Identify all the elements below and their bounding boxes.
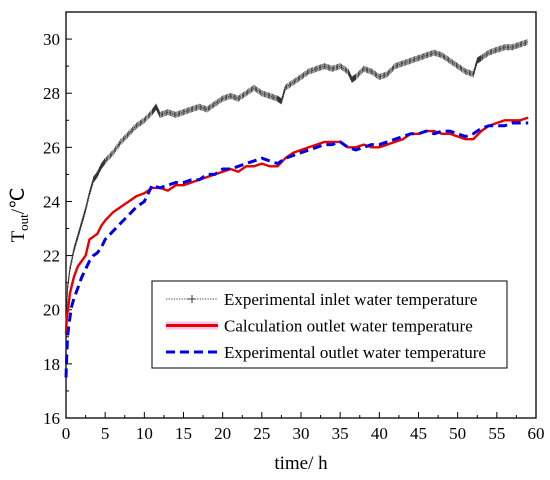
legend-label-1: Experimental inlet water temperature bbox=[224, 290, 477, 309]
y-tick-label: 28 bbox=[43, 84, 60, 103]
series-line-3 bbox=[64, 121, 529, 378]
legend: Experimental inlet water temperature Calc… bbox=[151, 280, 508, 369]
x-tick-label: 20 bbox=[214, 424, 231, 443]
legend-label-2: Calculation outlet water temperature bbox=[224, 317, 473, 336]
y-tick-label: 24 bbox=[43, 192, 61, 211]
x-tick-label: 5 bbox=[101, 424, 110, 443]
y-axis-title: Tout/℃ bbox=[8, 188, 31, 243]
y-tick-label: 22 bbox=[43, 247, 60, 266]
y-tick-label: 16 bbox=[43, 409, 60, 428]
x-tick-label: 10 bbox=[136, 424, 153, 443]
series-lines bbox=[64, 39, 529, 378]
x-tick-label: 25 bbox=[253, 424, 270, 443]
y-axis-title-main: T bbox=[8, 230, 29, 242]
x-tick-label: 40 bbox=[371, 424, 388, 443]
axis-ticks: 0 5 10 15 20 25 30 35 40 45 50 55 60 16 18 20 22 24 26 28 30 bbox=[43, 11, 545, 443]
x-tick-label: 35 bbox=[332, 424, 349, 443]
y-tick-label: 18 bbox=[43, 355, 60, 374]
series-line-2 bbox=[64, 116, 529, 335]
x-axis-title: time/ h bbox=[274, 453, 328, 474]
x-tick-label: 15 bbox=[175, 424, 192, 443]
x-tick-label: 50 bbox=[449, 424, 466, 443]
legend-entries: Experimental inlet water temperature Calc… bbox=[166, 290, 486, 362]
legend-plus-marker bbox=[188, 295, 196, 303]
x-tick-label: 30 bbox=[293, 424, 310, 443]
y-tick-label: 20 bbox=[43, 301, 60, 320]
x-tick-label: 60 bbox=[528, 424, 545, 443]
x-tick-label: 45 bbox=[410, 424, 427, 443]
y-axis-title-subscript: out bbox=[16, 214, 31, 231]
y-tick-label: 30 bbox=[43, 30, 60, 49]
legend-label-3: Experimental outlet water temperature bbox=[224, 343, 486, 362]
y-tick-label: 26 bbox=[43, 138, 60, 157]
x-tick-label: 55 bbox=[488, 424, 505, 443]
x-tick-label: 0 bbox=[62, 424, 71, 443]
y-axis-title-unit: /℃ bbox=[8, 188, 29, 215]
